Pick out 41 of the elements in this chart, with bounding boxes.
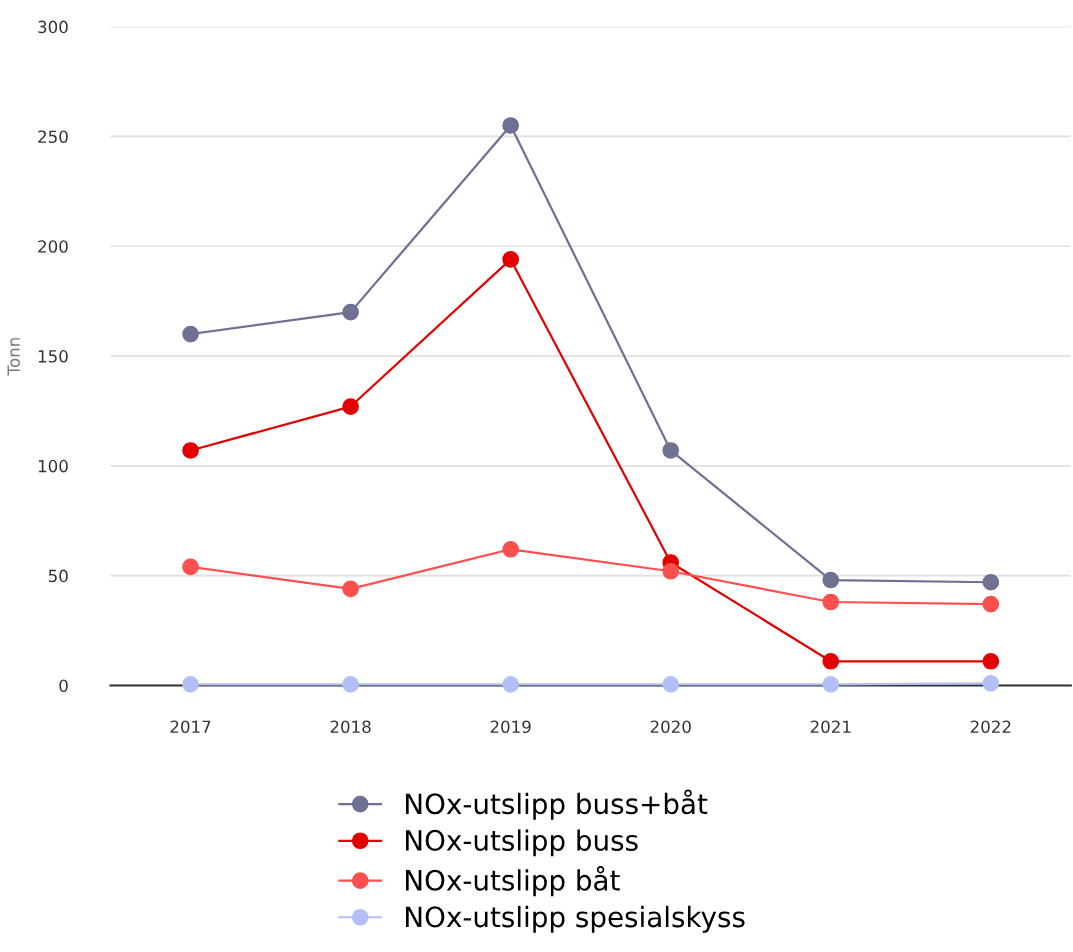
point: [502, 251, 519, 268]
point: [982, 652, 1000, 670]
y-tick-label: 300: [38, 20, 68, 34]
legend-label: NOx-utslipp buss+båt: [406, 789, 708, 820]
point: [182, 676, 199, 693]
point: [822, 593, 840, 611]
point: [342, 303, 359, 321]
point: [502, 540, 519, 558]
point: [182, 325, 199, 343]
y-axis-title: Tonn: [7, 338, 20, 376]
y-tick-label: 200: [38, 240, 68, 253]
point: [342, 398, 359, 415]
point: [662, 562, 680, 580]
point: [502, 676, 519, 693]
point: [822, 571, 840, 589]
x-tick-label: 2020: [650, 720, 691, 734]
legend-label: NOx-utslipp buss: [406, 829, 638, 857]
y-tick-label: 150: [38, 350, 68, 363]
point: [182, 442, 199, 459]
legend-label: NOx-utslipp spesialskyss: [406, 905, 745, 933]
point: [982, 595, 1000, 613]
point: [662, 676, 680, 693]
point: [982, 573, 1000, 591]
point: [342, 676, 359, 693]
y-tick-label: 50: [48, 569, 68, 583]
x-tick-label: 2017: [170, 720, 211, 734]
x-tick-label: 2018: [330, 720, 371, 734]
point: [822, 652, 840, 670]
point: [182, 558, 199, 576]
y-tick-label: 100: [38, 459, 68, 473]
x-tick-label: 2019: [490, 720, 531, 734]
point: [342, 580, 359, 598]
y-tick-label: 0: [59, 679, 68, 693]
legend-label: NOx-utslipp båt: [406, 865, 620, 897]
point: [982, 674, 1000, 692]
point: [502, 117, 519, 134]
point: [662, 442, 680, 459]
x-tick-label: 2022: [970, 720, 1011, 734]
point: [822, 676, 840, 693]
y-tick-label: 250: [38, 130, 68, 144]
x-tick-label: 2021: [810, 720, 851, 734]
